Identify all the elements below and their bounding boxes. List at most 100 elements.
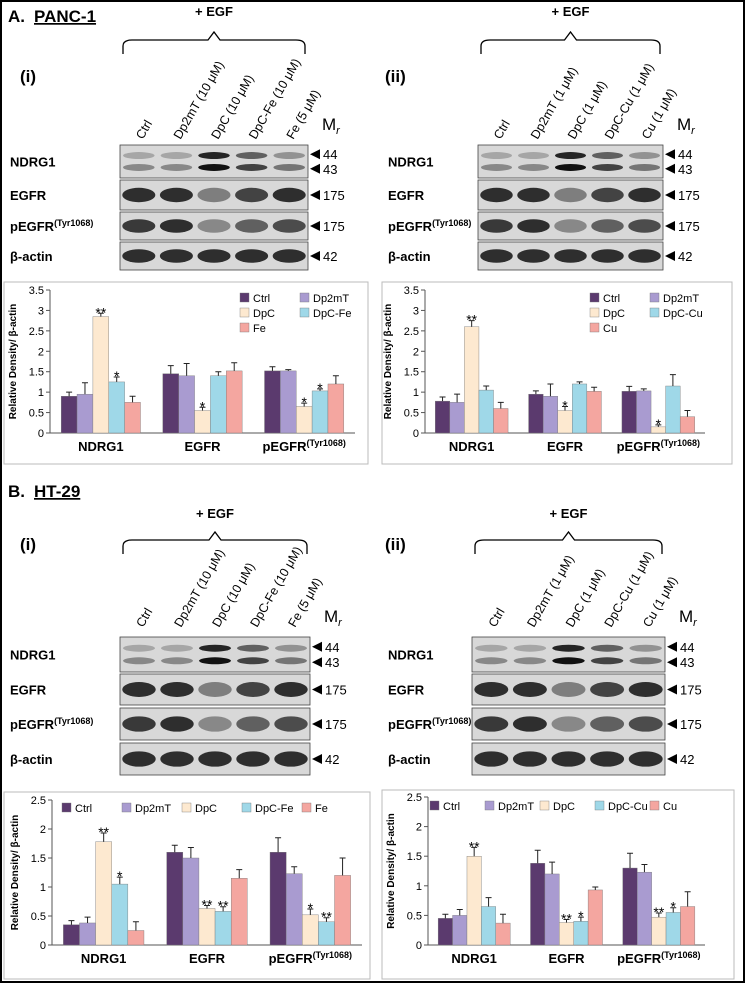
marker-label: 175 <box>680 683 702 698</box>
bracket <box>122 30 306 54</box>
error-bar <box>626 385 633 392</box>
mr-main: M <box>677 115 691 134</box>
bar <box>264 370 281 434</box>
y-tick-label: 1.5 <box>31 853 46 865</box>
error-bar <box>684 410 691 417</box>
chart-frame <box>381 789 735 980</box>
blot-row-label: NDRG1 <box>10 155 56 170</box>
blot-band <box>159 219 193 233</box>
bar <box>621 391 637 434</box>
blot-band <box>591 249 624 263</box>
x-tick-label: pEGFR(Tyr1068) <box>262 438 345 454</box>
bar <box>544 873 560 946</box>
error-bar <box>97 312 104 317</box>
error-bar <box>577 916 584 922</box>
legend-label: Cu <box>663 801 677 813</box>
blot-band <box>512 682 547 697</box>
blot-band <box>552 644 585 652</box>
error-bar <box>454 393 461 403</box>
error-bar <box>485 897 492 907</box>
error-bar <box>84 916 91 923</box>
marker-label: 175 <box>678 219 700 234</box>
blot-band <box>475 644 508 652</box>
y-tick-label: 1 <box>413 387 419 399</box>
bracket <box>122 530 308 554</box>
legend-label: Fe <box>315 803 328 815</box>
y-tick-label: 1 <box>40 882 46 894</box>
bar <box>530 863 546 946</box>
legend-label: Cu <box>603 323 617 335</box>
subpanel-label: (ii) <box>385 535 406 554</box>
legend-swatch <box>429 800 440 811</box>
bar <box>464 326 480 434</box>
y-tick-label: 2 <box>40 824 46 836</box>
error-bar <box>456 908 463 916</box>
lane-label: Fe (5 μM) <box>285 575 324 629</box>
blot-band <box>273 152 305 160</box>
error-bar <box>167 365 174 374</box>
y-axis-label: Relative Density/ β-actin <box>383 304 394 420</box>
bar <box>182 857 200 946</box>
blot-row-label: β-actin <box>10 249 53 264</box>
bar <box>452 915 468 946</box>
marker-label: 175 <box>325 717 347 732</box>
mr-label: Mr <box>677 115 696 137</box>
legend-label: Dp2mT <box>663 293 699 305</box>
significance-label: ** <box>218 898 229 914</box>
blot-row-label: pEGFR(Tyr1068) <box>10 218 93 234</box>
y-tick-label: 2.5 <box>29 326 44 338</box>
marker-arrow <box>310 163 320 174</box>
y-tick-label: 0 <box>38 428 44 440</box>
mr-main: M <box>324 607 338 626</box>
significance-label: * <box>117 868 123 884</box>
y-axis-label: Relative Density/ β-actin <box>8 304 19 420</box>
marker-arrow <box>665 190 675 200</box>
blot-band <box>552 657 585 665</box>
blot-band <box>512 751 547 767</box>
legend-swatch <box>241 802 252 813</box>
bar <box>280 370 297 434</box>
marker-label: 44 <box>680 640 694 655</box>
bar <box>230 878 248 946</box>
error-bar <box>231 362 238 371</box>
marker-arrow <box>667 754 677 764</box>
y-tick-label: 2.5 <box>404 326 419 338</box>
error-bar <box>236 869 243 879</box>
blot-band <box>551 682 586 697</box>
bar <box>528 393 544 434</box>
error-bar <box>187 847 194 858</box>
error-bar <box>562 405 568 411</box>
subpanel-label: (ii) <box>385 67 406 86</box>
significance-label: ** <box>321 909 332 925</box>
bar <box>269 852 287 946</box>
y-tick-label: 0.5 <box>29 408 44 420</box>
blot-band <box>236 682 270 697</box>
bar <box>334 875 351 946</box>
bar <box>210 375 227 434</box>
chart-frame <box>381 281 733 465</box>
error-bar <box>499 913 506 924</box>
blot-band <box>629 644 662 652</box>
blot-band <box>591 219 624 233</box>
y-tick-label: 2 <box>38 346 44 358</box>
error-bar <box>627 852 634 869</box>
blot-row-label: β-actin <box>388 249 431 264</box>
error-bar <box>291 866 298 874</box>
bar <box>679 416 695 434</box>
marker-arrow <box>667 719 677 729</box>
bar <box>636 390 652 434</box>
blot-band <box>159 249 193 263</box>
bar <box>557 410 573 434</box>
significance-label: * <box>114 368 120 384</box>
y-tick-label: 2 <box>413 346 419 358</box>
legend-label: Dp2mT <box>135 803 171 815</box>
bar <box>60 396 78 434</box>
bar <box>311 390 329 434</box>
blot-row-label: NDRG1 <box>388 155 434 170</box>
y-tick-label: 0 <box>413 428 419 440</box>
blot-band <box>198 682 232 697</box>
blot-band <box>198 163 230 171</box>
lane-label: Ctrl <box>133 606 155 630</box>
blot-band <box>122 249 156 263</box>
